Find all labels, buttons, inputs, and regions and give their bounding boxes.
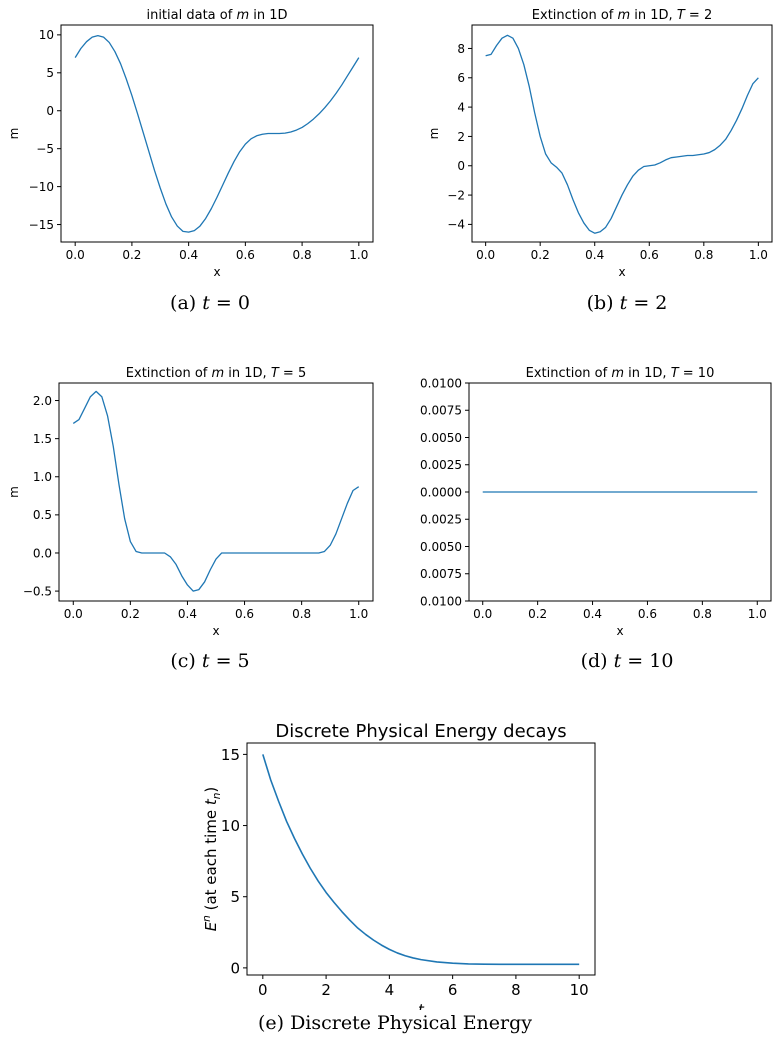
- panel-b: 0.0 0.2 0.4 0.6 0.8 1.0 8 6 4 2 0 −2 −4 Extinction of…: [390, 0, 781, 330]
- y-tick-label: 0.0100: [420, 594, 462, 608]
- x-tick-label: 2: [321, 981, 331, 999]
- y-tick-label: 0.0050: [420, 431, 462, 445]
- chart-title: Discrete Physical Energy decays: [275, 721, 566, 742]
- plot-frame: [246, 742, 596, 976]
- y-tick-label: 0.0025: [420, 458, 462, 472]
- panel-e: 0 2 4 6 8 10 15 10 5 0 Discrete Physical Energy de…: [180, 710, 610, 1045]
- x-tick-label: 0.6: [640, 248, 659, 262]
- x-tick-label: 0: [258, 981, 268, 999]
- y-tick-label: 0: [230, 959, 240, 977]
- y-tick-label: −10: [29, 180, 54, 194]
- x-tick-label: 0.4: [585, 248, 604, 262]
- x-tick-label: 0.0: [476, 248, 495, 262]
- y-tick-label: 15: [221, 746, 240, 764]
- panel-d: 0.0 0.2 0.4 0.6 0.8 1.0 0.0100 0.0075 0.0050 0.00…: [390, 355, 781, 685]
- x-tick-label: 0.2: [531, 248, 550, 262]
- x-tick-label: 0.6: [236, 248, 255, 262]
- x-axis-label: x: [618, 265, 625, 279]
- y-tick-label: −4: [447, 218, 465, 232]
- x-axis-label: x: [212, 624, 219, 638]
- chart-b: 0.0 0.2 0.4 0.6 0.8 1.0 8 6 4 2 0 −2 −4 Extinction of…: [427, 8, 773, 279]
- series-line: [74, 34, 360, 233]
- y-tick-label: 0: [457, 159, 465, 173]
- x-axis-label: x: [213, 265, 220, 279]
- x-tick-label: 0.6: [235, 607, 254, 621]
- y-tick-label: 2: [457, 130, 465, 144]
- x-tick-label: 0.4: [179, 248, 198, 262]
- y-axis-label: m: [427, 128, 441, 140]
- panel-a: 0.0 0.2 0.4 0.6 0.8 1.0 10 5 0 −5 −10 −15 initial da…: [0, 0, 390, 330]
- y-tick-label: 4: [457, 100, 465, 114]
- x-tick-label: 0.0: [66, 248, 85, 262]
- y-tick-label: 0.0050: [420, 540, 462, 554]
- y-tick-label: −5: [36, 142, 54, 156]
- x-tick-label: 6: [448, 981, 458, 999]
- y-tick-label: 8: [457, 42, 465, 56]
- y-tick-label: 10: [39, 28, 54, 42]
- y-tick-label: 5: [230, 888, 240, 906]
- chart-a: 0.0 0.2 0.4 0.6 0.8 1.0 10 5 0 −5 −10 −15 initial da…: [7, 8, 374, 279]
- y-tick-label: 0.0: [33, 546, 52, 560]
- x-tick-label: 0.8: [694, 248, 713, 262]
- y-axis-label: En (at each time tn): [201, 787, 223, 932]
- x-tick-label: 1.0: [349, 248, 368, 262]
- series-line: [262, 754, 580, 966]
- y-tick-label: 2.0: [33, 394, 52, 408]
- plot-frame: [58, 382, 374, 602]
- y-tick-label: 0.0000: [420, 485, 462, 499]
- caption-b: (b) t = 2: [586, 292, 668, 314]
- y-axis-label: m: [7, 128, 21, 140]
- y-tick-label: 0.0100: [420, 376, 462, 390]
- x-tick-label: 0.2: [528, 607, 547, 621]
- x-tick-label: 8: [511, 981, 521, 999]
- y-tick-label: 1.5: [33, 432, 52, 446]
- plot-frame: [60, 24, 374, 243]
- y-tick-label: −0.5: [23, 584, 52, 598]
- caption-e: (e) Discrete Physical Energy: [257, 1012, 533, 1034]
- x-tick-label: 1.0: [749, 248, 768, 262]
- x-tick-label: 0.0: [64, 607, 83, 621]
- x-tick-label: 0.0: [473, 607, 492, 621]
- chart-title: Extinction of m in 1D, T = 5: [126, 366, 306, 381]
- caption-d: (d) t = 10: [580, 650, 674, 672]
- x-tick-label: 1.0: [349, 607, 368, 621]
- x-tick-label: 0.8: [292, 607, 311, 621]
- y-tick-label: 0.0075: [420, 404, 462, 418]
- x-tick-label: 1.0: [748, 607, 767, 621]
- panel-c: 0.0 0.2 0.4 0.6 0.8 1.0 2.0 1.5 1.0 0.5 0.0 −0.5 Ext…: [0, 355, 390, 685]
- chart-title: Extinction of m in 1D, T = 10: [526, 366, 715, 381]
- chart-title: initial data of m in 1D: [146, 8, 287, 23]
- y-tick-label: 0: [46, 104, 54, 118]
- y-tick-label: 10: [221, 817, 240, 835]
- chart-d: 0.0 0.2 0.4 0.6 0.8 1.0 0.0100 0.0075 0.0050 0.00…: [420, 366, 772, 638]
- chart-c: 0.0 0.2 0.4 0.6 0.8 1.0 2.0 1.5 1.0 0.5 0.0 −0.5 Ext…: [7, 366, 374, 638]
- x-tick-label: 0.8: [293, 248, 312, 262]
- x-axis-label: x: [616, 624, 623, 638]
- caption-a: (a) t = 0: [170, 292, 250, 314]
- y-tick-label: −2: [447, 188, 465, 202]
- series-line: [485, 34, 759, 234]
- x-tick-label: 0.8: [693, 607, 712, 621]
- y-tick-label: 5: [46, 66, 54, 80]
- caption-c: (c) t = 5: [170, 650, 250, 672]
- x-tick-label: 0.6: [638, 607, 657, 621]
- x-tick-label: 0.2: [121, 607, 140, 621]
- x-tick-label: 0.4: [178, 607, 197, 621]
- chart-e: 0 2 4 6 8 10 15 10 5 0 Discrete Physical Energy de…: [201, 721, 596, 1010]
- x-tick-label: 10: [570, 981, 589, 999]
- y-tick-label: 0.0075: [420, 567, 462, 581]
- y-tick-label: 0.0025: [420, 513, 462, 527]
- plot-frame: [471, 24, 773, 243]
- y-tick-label: 6: [457, 71, 465, 85]
- x-tick-label: 4: [385, 981, 395, 999]
- y-tick-label: −15: [29, 218, 54, 232]
- x-tick-label: 0.4: [583, 607, 602, 621]
- y-axis-label: m: [7, 486, 21, 498]
- x-axis-label: t: [418, 1001, 425, 1010]
- y-tick-label: 1.0: [33, 470, 52, 484]
- chart-title: Extinction of m in 1D, T = 2: [532, 8, 712, 23]
- y-tick-label: 0.5: [33, 508, 52, 522]
- x-tick-label: 0.2: [122, 248, 141, 262]
- series-line: [72, 390, 360, 592]
